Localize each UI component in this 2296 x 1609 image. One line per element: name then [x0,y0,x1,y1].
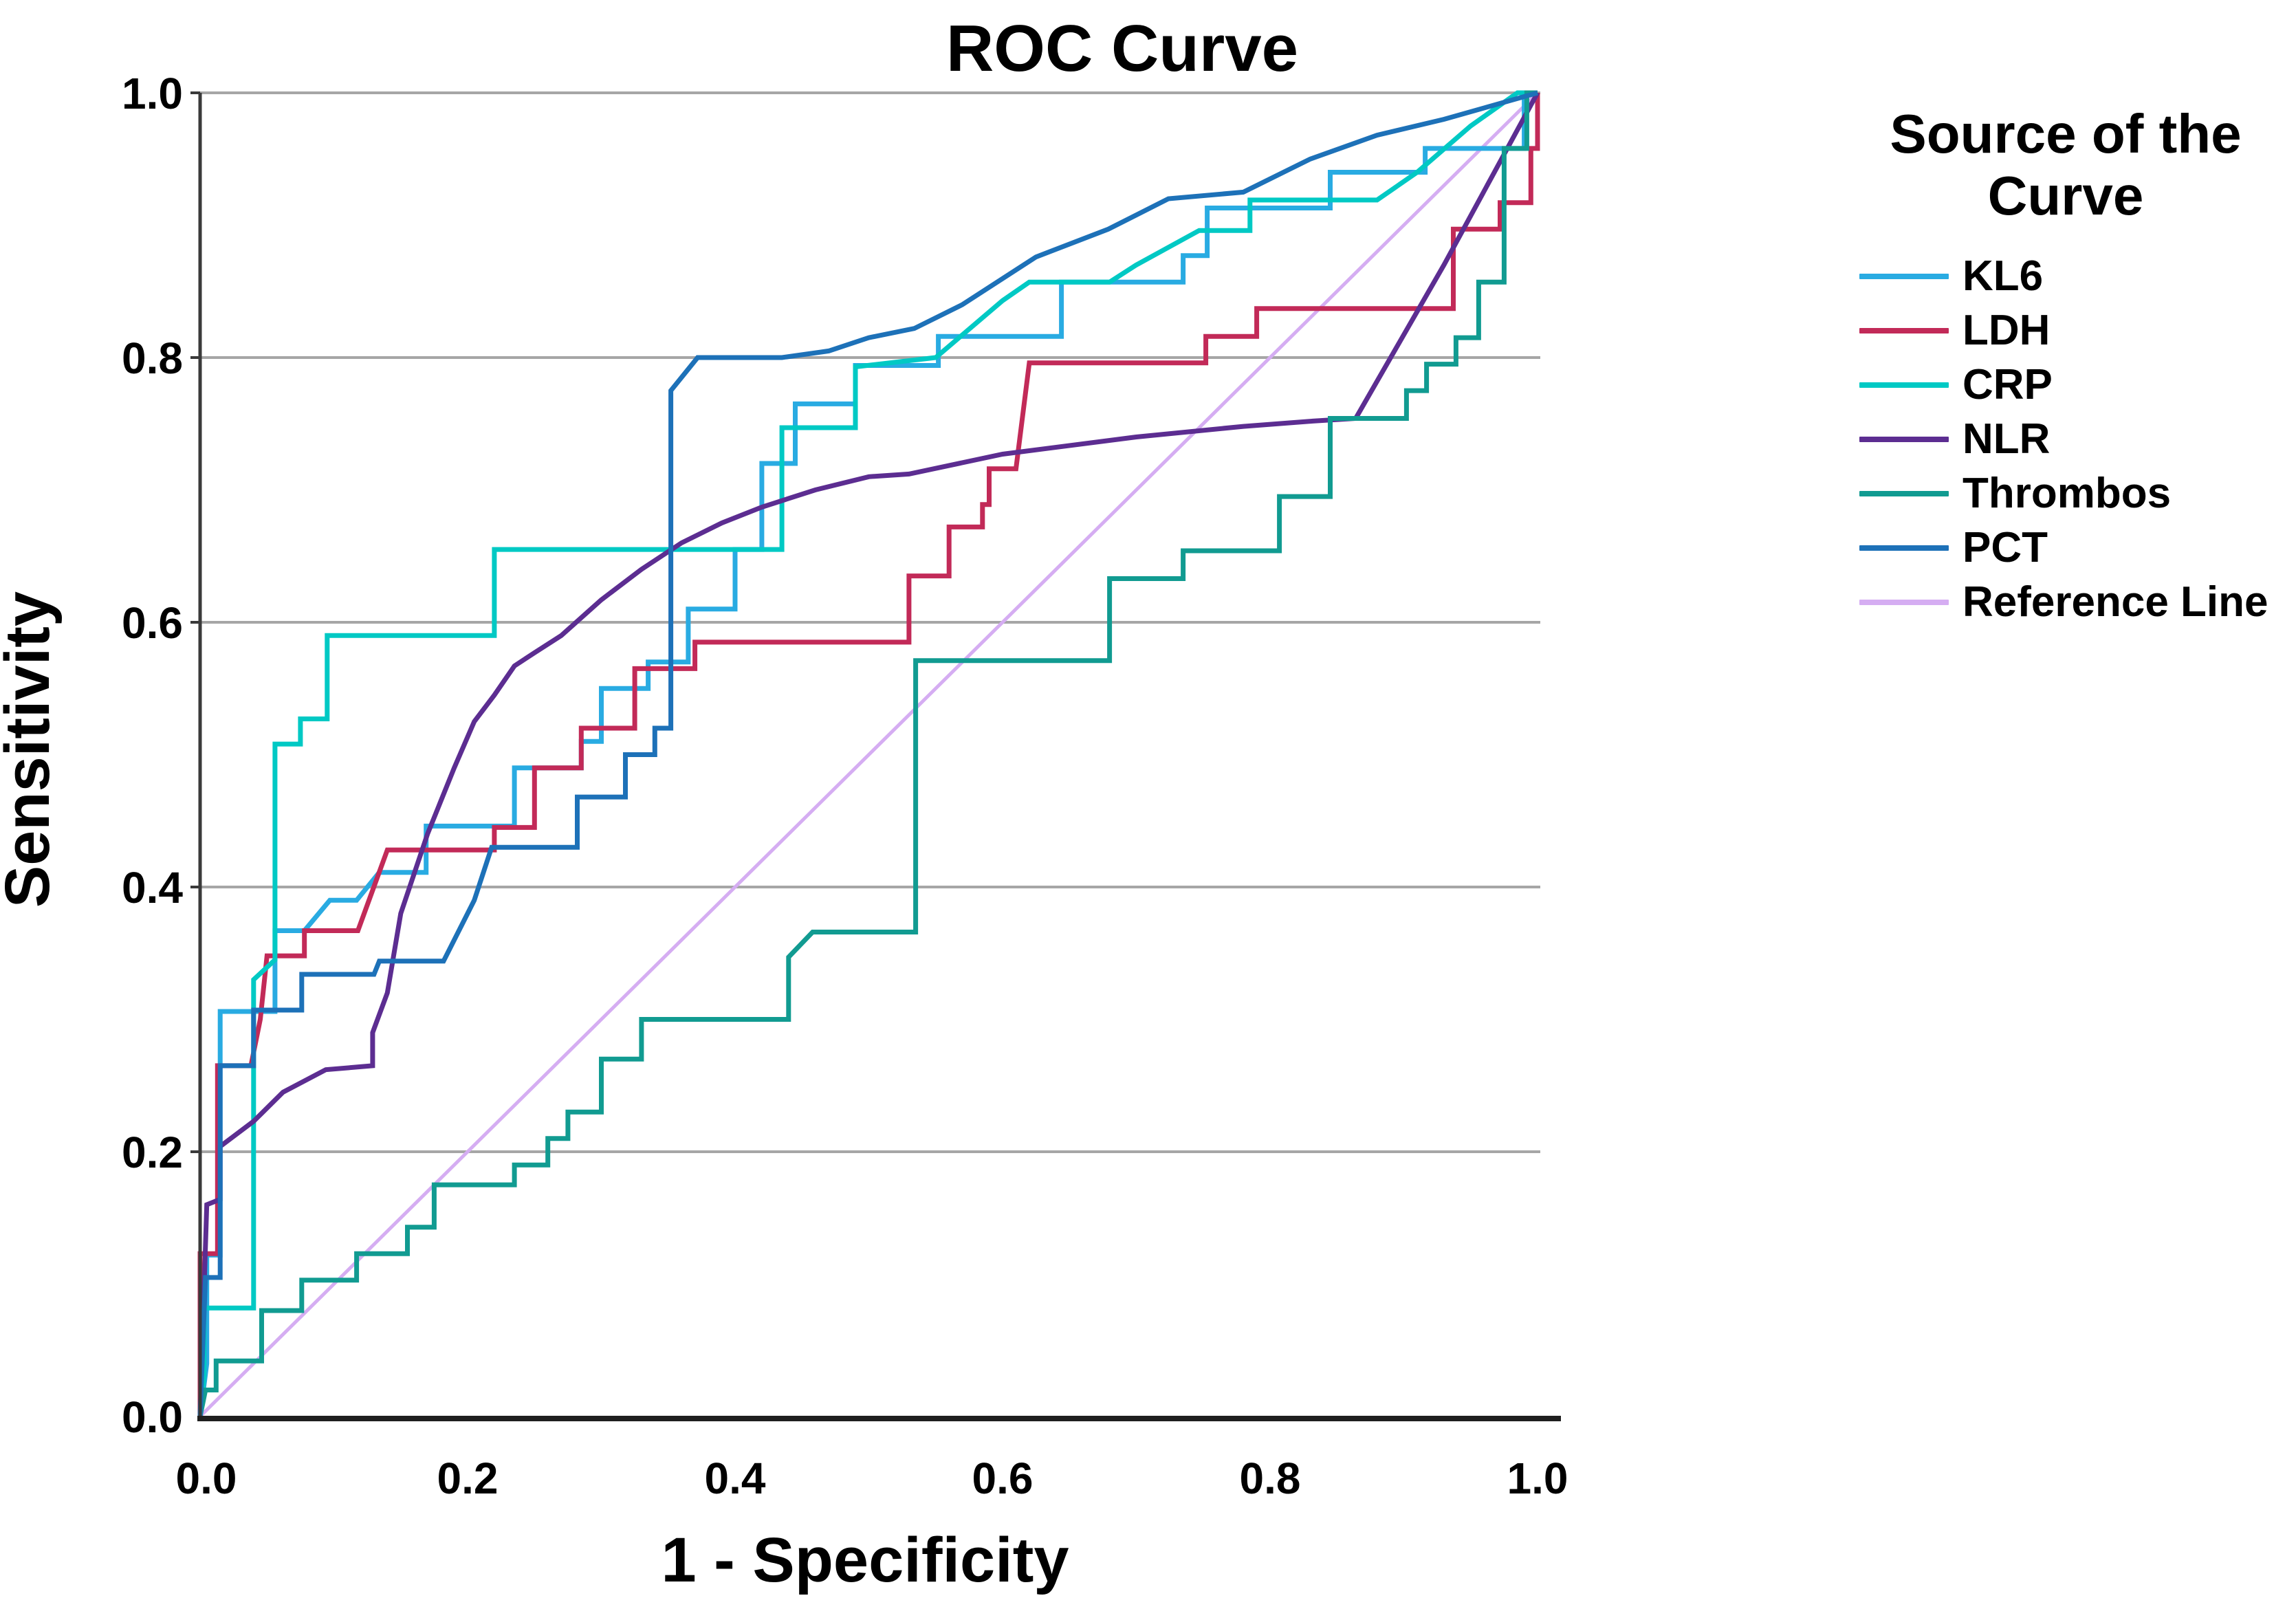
x-tick-1-0: 1.0 [1507,1454,1568,1503]
y-tick-1-0: 1.0 [122,69,183,118]
gridlines [200,91,1540,1153]
y-tick-0-0: 0.0 [122,1392,183,1442]
y-tick-0-2: 0.2 [122,1128,183,1177]
legend-title: Source of the Curve [1890,103,2242,227]
legend-label: PCT [1962,524,2048,571]
y-tick-labels: 1.0 0.8 0.6 0.4 0.2 0.0 [122,69,183,1442]
y-tick-marks [190,91,200,1153]
x-tick-0-0: 0.0 [176,1454,237,1503]
legend-swatch-nlr-icon [1859,436,1949,442]
y-tick-0-6: 0.6 [122,598,183,648]
legend-swatch-thrombos-icon [1859,490,1949,496]
x-axis-label: 1 - Specificity [661,1525,1069,1595]
x-tick-0-2: 0.2 [437,1454,499,1503]
legend-swatch-kl6-icon [1859,273,1949,279]
legend-label: KL6 [1962,252,2044,300]
legend-item-nlr: NLR [1859,412,2296,466]
curve-thrombos [197,90,1538,1417]
x-tick-0-8: 0.8 [1240,1454,1301,1503]
legend-label: Reference Line [1962,578,2268,626]
legend-label: CRP [1962,361,2053,408]
x-tick-0-6: 0.6 [972,1454,1034,1503]
legend-swatch-crp-icon [1859,382,1949,388]
legend-label: NLR [1962,415,2051,463]
legend-item-kl6: KL6 [1859,249,2296,303]
y-axis-label: Sensitivity [0,591,63,908]
legend-item-crp: CRP [1859,358,2296,412]
legend-swatch-pct-icon [1859,545,1949,551]
legend-item-reference-line: Reference Line [1859,575,2296,629]
legend-item-thrombos: Thrombos [1859,466,2296,521]
legend: Source of the Curve KL6 LDH CRP NLR Thrombos… [1859,103,2296,626]
x-tick-labels: 0.0 0.2 0.4 0.6 0.8 1.0 [176,1454,1568,1503]
legend-item-pct: PCT [1859,521,2296,575]
legend-label: Thrombos [1962,470,2172,517]
x-tick-0-4: 0.4 [705,1454,766,1503]
roc-curves [197,90,1540,1418]
curve-pct [197,90,1538,1417]
curve-crp [197,90,1538,1417]
chart-title: ROC Curve [946,12,1298,85]
legend-swatch-reference-line-icon [1859,599,1949,605]
legend-swatch-ldh-icon [1859,327,1949,333]
curve-reference-line [199,91,1539,1418]
y-tick-0-4: 0.4 [122,863,183,912]
curve-nlr [197,91,1540,1417]
y-tick-0-8: 0.8 [122,333,183,383]
legend-items: KL6 LDH CRP NLR Thrombos PCT Reference Line [1859,249,2296,629]
legend-label: LDH [1962,307,2051,354]
legend-item-ldh: LDH [1859,303,2296,358]
